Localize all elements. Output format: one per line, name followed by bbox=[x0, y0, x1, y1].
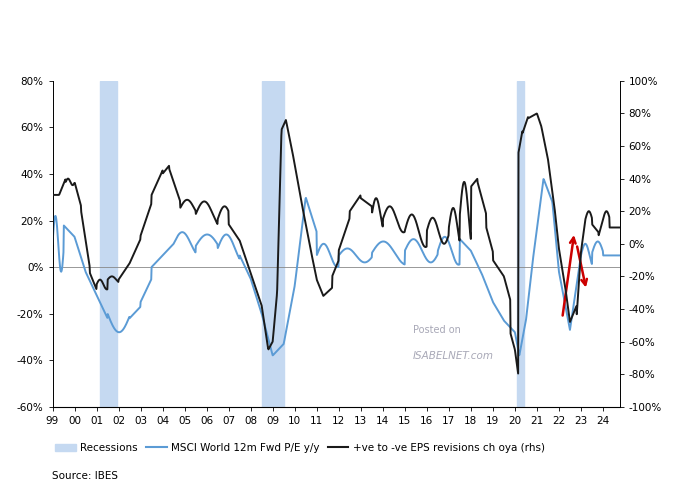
Text: ISABELNET.com: ISABELNET.com bbox=[412, 351, 493, 361]
Text: MSCI World 12m Fwd PE and EPS revisions: MSCI World 12m Fwd PE and EPS revisions bbox=[6, 18, 340, 32]
Text: Posted on: Posted on bbox=[412, 325, 461, 335]
Text: Source: IBES: Source: IBES bbox=[52, 471, 118, 481]
Bar bbox=[517, 81, 524, 407]
Bar bbox=[262, 81, 284, 407]
Legend: Recessions, MSCI World 12m Fwd P/E y/y, +ve to -ve EPS revisions ch oya (rhs): Recessions, MSCI World 12m Fwd P/E y/y, … bbox=[55, 443, 545, 453]
Bar bbox=[100, 81, 117, 407]
